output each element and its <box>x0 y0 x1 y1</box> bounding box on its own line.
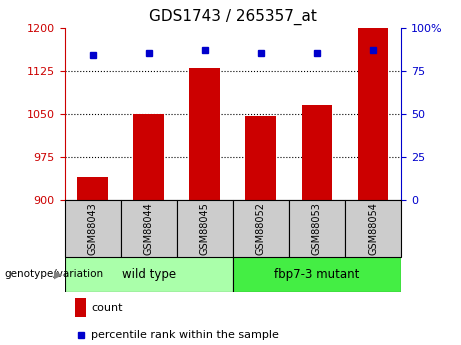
Bar <box>289 200 345 257</box>
Text: fbp7-3 mutant: fbp7-3 mutant <box>274 268 360 281</box>
Text: percentile rank within the sample: percentile rank within the sample <box>91 330 279 339</box>
Bar <box>133 114 164 200</box>
Bar <box>189 68 220 200</box>
Text: GSM88053: GSM88053 <box>312 202 322 255</box>
Text: genotype/variation: genotype/variation <box>5 269 104 279</box>
Bar <box>245 116 276 200</box>
Bar <box>177 200 233 257</box>
Bar <box>65 257 233 292</box>
Bar <box>121 200 177 257</box>
Bar <box>233 200 289 257</box>
Text: ▶: ▶ <box>54 269 62 279</box>
Bar <box>345 200 401 257</box>
Bar <box>233 257 401 292</box>
Bar <box>358 28 389 200</box>
Title: GDS1743 / 265357_at: GDS1743 / 265357_at <box>149 9 317 25</box>
Text: wild type: wild type <box>122 268 176 281</box>
Bar <box>75 298 86 317</box>
Bar <box>77 177 108 200</box>
Bar <box>65 200 121 257</box>
Text: count: count <box>91 303 123 313</box>
Text: GSM88043: GSM88043 <box>88 202 98 255</box>
Bar <box>301 105 332 200</box>
Text: GSM88054: GSM88054 <box>368 202 378 255</box>
Text: GSM88052: GSM88052 <box>256 202 266 255</box>
Text: GSM88044: GSM88044 <box>144 202 154 255</box>
Text: GSM88045: GSM88045 <box>200 202 210 255</box>
